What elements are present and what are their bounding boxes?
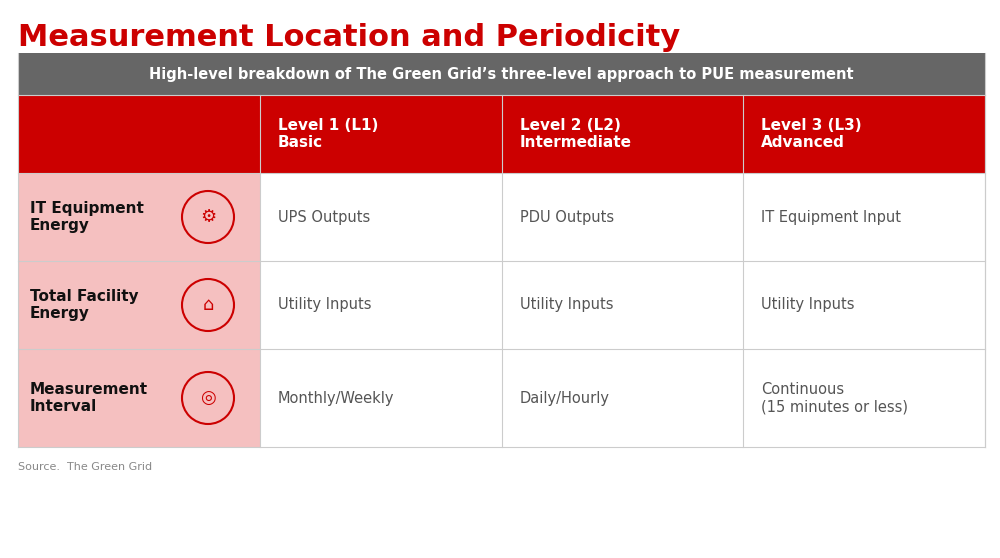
- FancyBboxPatch shape: [18, 95, 985, 173]
- FancyBboxPatch shape: [18, 53, 985, 95]
- Text: Total Facility
Energy: Total Facility Energy: [30, 289, 139, 321]
- Text: Utility Inputs: Utility Inputs: [278, 297, 372, 312]
- Text: ⚙: ⚙: [200, 208, 216, 226]
- FancyBboxPatch shape: [260, 173, 985, 261]
- Circle shape: [182, 279, 234, 331]
- Text: Level 2 (L2)
Intermediate: Level 2 (L2) Intermediate: [520, 118, 632, 150]
- Text: Measurement
Interval: Measurement Interval: [30, 382, 148, 414]
- Text: Daily/Hourly: Daily/Hourly: [520, 391, 610, 406]
- Text: IT Equipment
Energy: IT Equipment Energy: [30, 201, 144, 233]
- Text: Utility Inputs: Utility Inputs: [761, 297, 855, 312]
- FancyBboxPatch shape: [18, 349, 260, 447]
- Text: High-level breakdown of The Green Grid’s three-level approach to PUE measurement: High-level breakdown of The Green Grid’s…: [149, 66, 854, 81]
- FancyBboxPatch shape: [18, 261, 260, 349]
- Text: Monthly/Weekly: Monthly/Weekly: [278, 391, 394, 406]
- FancyBboxPatch shape: [260, 349, 985, 447]
- Text: Continuous
(15 minutes or less): Continuous (15 minutes or less): [761, 382, 908, 414]
- Text: PDU Outputs: PDU Outputs: [520, 209, 614, 224]
- Circle shape: [182, 191, 234, 243]
- Text: Utility Inputs: Utility Inputs: [520, 297, 613, 312]
- Text: ⌂: ⌂: [202, 296, 214, 314]
- Text: Level 1 (L1)
Basic: Level 1 (L1) Basic: [278, 118, 378, 150]
- Text: Level 3 (L3)
Advanced: Level 3 (L3) Advanced: [761, 118, 862, 150]
- Text: Source.  The Green Grid: Source. The Green Grid: [18, 462, 152, 472]
- Text: Measurement Location and Periodicity: Measurement Location and Periodicity: [18, 23, 680, 52]
- Text: IT Equipment Input: IT Equipment Input: [761, 209, 901, 224]
- Text: ◎: ◎: [200, 389, 216, 407]
- Circle shape: [182, 372, 234, 424]
- Text: UPS Outputs: UPS Outputs: [278, 209, 370, 224]
- FancyBboxPatch shape: [18, 173, 260, 261]
- FancyBboxPatch shape: [260, 261, 985, 349]
